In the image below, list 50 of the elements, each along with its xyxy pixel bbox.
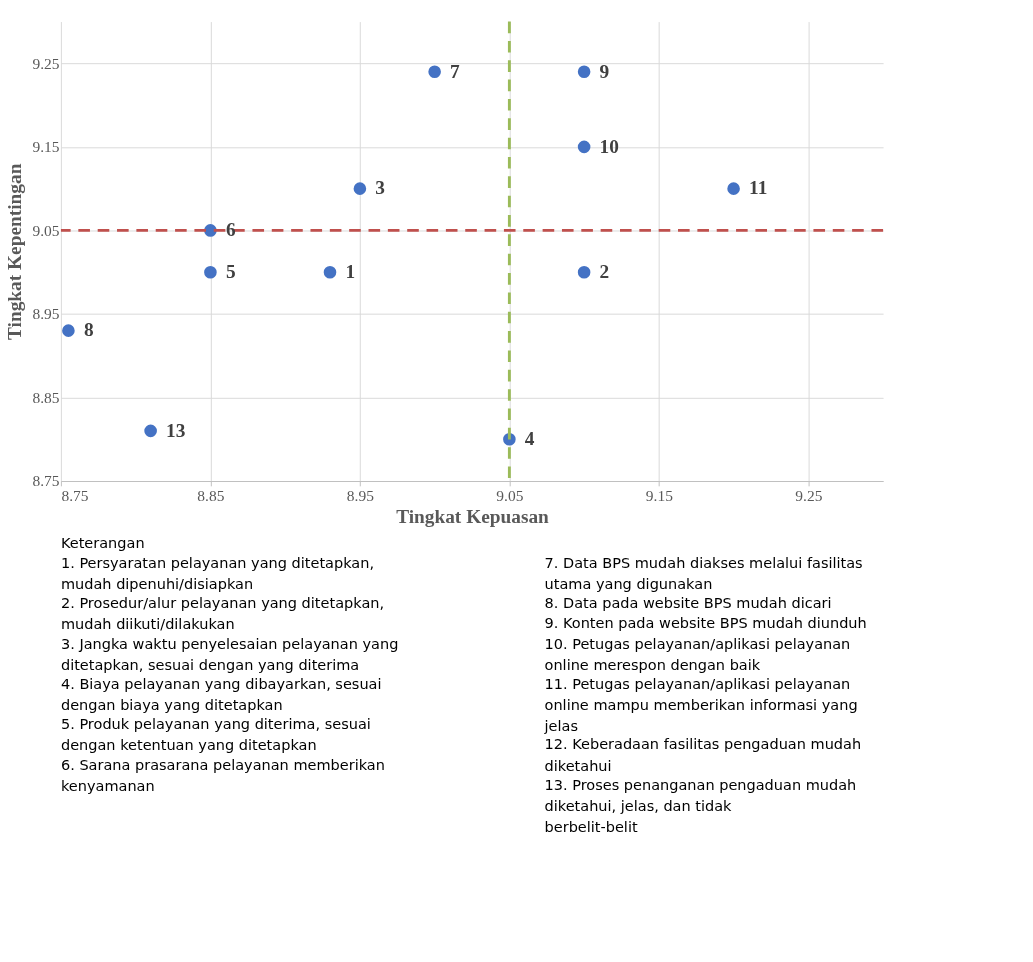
text: 7. Data BPS mudah diakses melalui fasilitas utama yang digunakan bbox=[544, 554, 863, 593]
x-tick-label: 9.25 bbox=[795, 486, 823, 504]
x-tick-label: 8.95 bbox=[346, 486, 375, 504]
annotation: 9 bbox=[599, 60, 610, 82]
text: 2. Prosedur/alur pelayanan yang ditetapkan, mudah diikuti/dilakukan bbox=[60, 595, 385, 633]
text: 1. Persyaratan pelayanan yang ditetapkan, mudah dipenuhi/disiapkan bbox=[60, 554, 375, 593]
point bbox=[204, 265, 217, 279]
point bbox=[577, 65, 591, 78]
annotation: 10 bbox=[599, 135, 619, 157]
text: 12. Keberadaan fasilitas pengaduan mudah diketahui bbox=[544, 736, 862, 774]
annotation: 6 bbox=[225, 219, 236, 241]
text: 5. Produk pelayanan yang diterima, sesuai dengan ketentuan yang ditetapkan bbox=[60, 716, 371, 754]
text: 10. Petugas pelayanan/aplikasi pelayanan online merespon dengan baik bbox=[544, 635, 851, 673]
point bbox=[727, 182, 740, 195]
annotation: 13 bbox=[166, 419, 186, 441]
point bbox=[428, 65, 441, 78]
annotation: 5 bbox=[225, 260, 236, 282]
x-tick-label: 8.75 bbox=[61, 486, 89, 504]
x-axis-title: Tingkat Kepuasan bbox=[396, 506, 550, 528]
text: Keterangan bbox=[60, 534, 145, 551]
y-tick-label: 9.25 bbox=[32, 54, 60, 72]
annotation: 2 bbox=[599, 260, 610, 282]
x-tick-label: 8.85 bbox=[197, 486, 225, 504]
annotation: 3 bbox=[375, 177, 386, 199]
x-tick-label: 9.05 bbox=[496, 486, 524, 504]
x-tick-label: 9.15 bbox=[645, 486, 674, 504]
y-axis-title: Tingkat Kepentingan bbox=[3, 163, 25, 340]
point bbox=[577, 265, 591, 279]
y-tick-label: 8.75 bbox=[32, 472, 60, 490]
point bbox=[323, 265, 337, 279]
text: 11. Petugas pelayanan/aplikasi pelayanan online mampu memberikan informasi yang jelas bbox=[543, 675, 858, 735]
point bbox=[62, 324, 75, 337]
annotation: 1 bbox=[345, 260, 356, 282]
point bbox=[353, 182, 367, 195]
point bbox=[577, 140, 591, 154]
annotation: 8 bbox=[83, 319, 94, 341]
text: 3. Jangka waktu penyelesaian pelayanan yang ditetapkan, sesuai dengan yang diterima bbox=[60, 635, 399, 673]
y-tick-label: 9.05 bbox=[32, 221, 60, 239]
annotation: 11 bbox=[749, 177, 768, 199]
annotation: 4 bbox=[524, 428, 535, 450]
y-tick-label: 8.95 bbox=[32, 305, 60, 323]
text: 4. Biaya pelayanan yang dibayarkan, sesuai dengan biaya yang ditetapkan bbox=[60, 675, 382, 714]
text: 9. Konten pada website BPS mudah diunduh bbox=[544, 615, 867, 632]
annotation: 7 bbox=[450, 60, 461, 82]
text: 13. Proses penanganan pengaduan mudah diketahui, jelas, dan tidak berbelit-belit bbox=[544, 776, 857, 836]
y-tick-label: 9.15 bbox=[32, 138, 60, 156]
y-tick-label: 8.85 bbox=[32, 388, 60, 406]
text: 6. Sarana prasarana pelayanan memberikan kenyamanan bbox=[60, 756, 385, 794]
point bbox=[144, 424, 157, 438]
text: 8. Data pada website BPS mudah dicari bbox=[544, 595, 832, 612]
